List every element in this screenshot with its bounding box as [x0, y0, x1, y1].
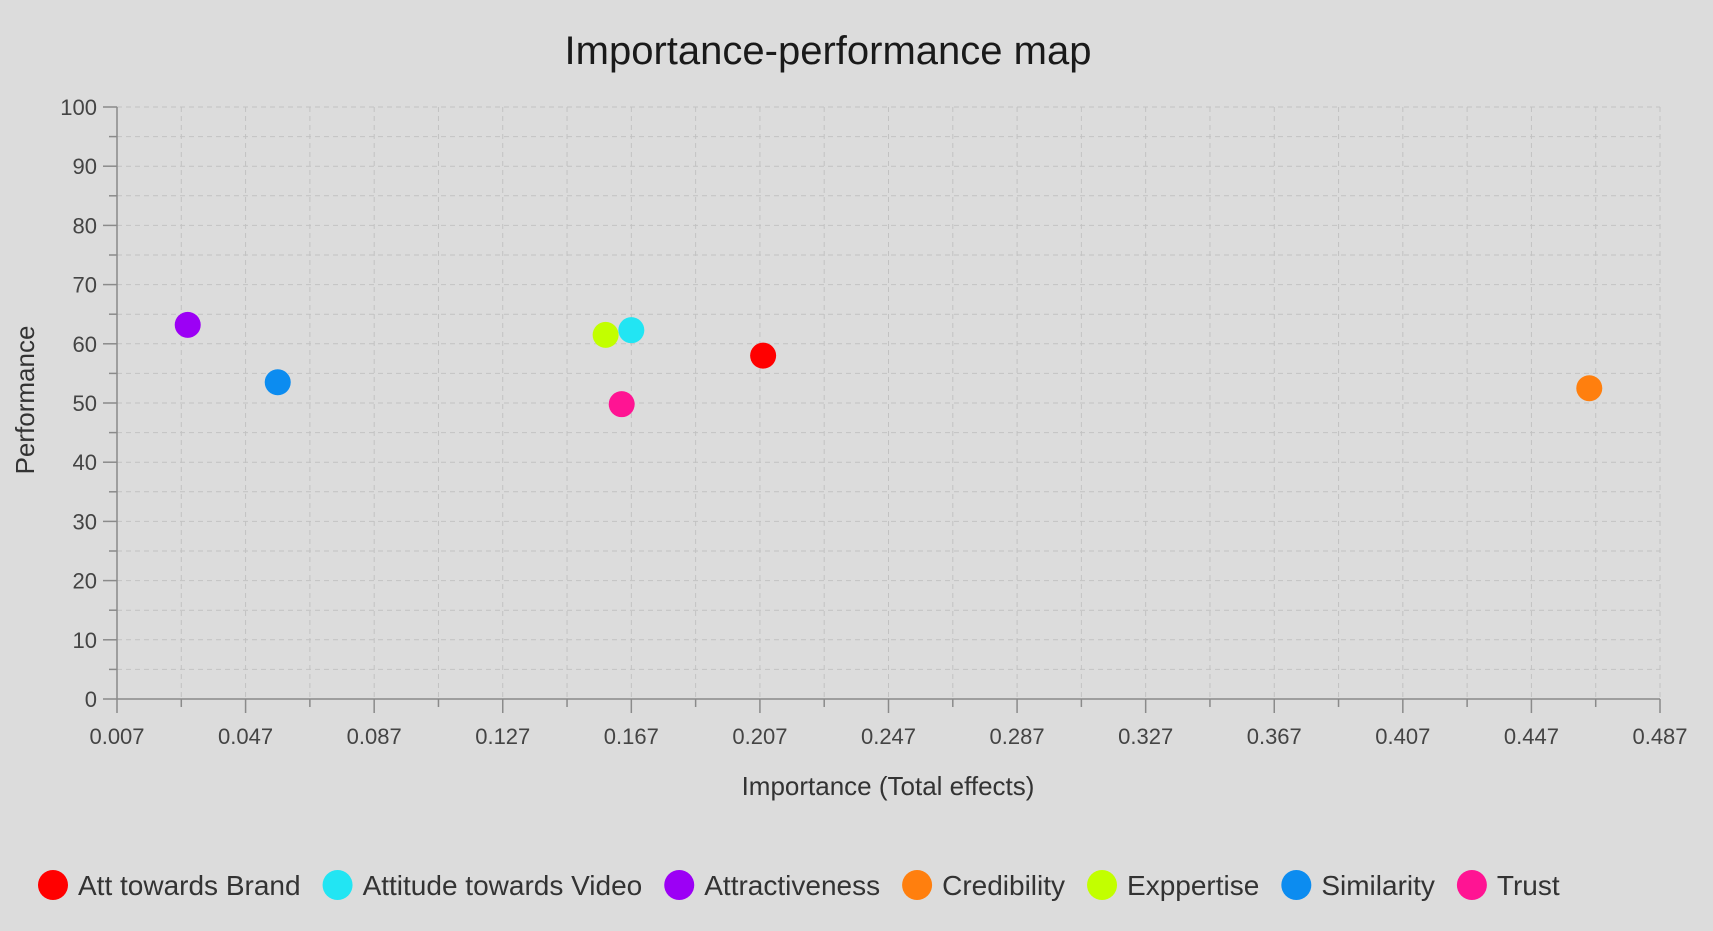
- legend-swatch: [1456, 870, 1487, 900]
- data-point-credibility: [1576, 375, 1603, 402]
- y-axis-label: Performance: [10, 326, 40, 475]
- y-tick-label: 50: [73, 391, 97, 416]
- legend-label: Att towards Brand: [78, 870, 301, 901]
- x-tick-label: 0.247: [861, 724, 916, 749]
- x-tick-label: 0.327: [1118, 724, 1173, 749]
- legend-label: Attitude towards Video: [363, 870, 643, 901]
- legend-label: Attractiveness: [704, 870, 880, 901]
- data-point-att-towards-brand: [750, 342, 777, 369]
- x-tick-label: 0.447: [1504, 724, 1559, 749]
- legend-item-credibility: Credibility: [902, 870, 1065, 901]
- y-tick-label: 60: [73, 332, 97, 357]
- legend-item-exppertise: Exppertise: [1087, 870, 1259, 901]
- legend-label: Exppertise: [1127, 870, 1259, 901]
- x-tick-label: 0.087: [347, 724, 402, 749]
- data-point-attitude-towards-video: [618, 317, 645, 344]
- x-tick-label: 0.167: [604, 724, 659, 749]
- legend-swatch: [38, 870, 68, 900]
- x-tick-label: 0.207: [732, 724, 787, 749]
- y-tick-label: 10: [73, 628, 97, 653]
- legend-item-trust: Trust: [1456, 870, 1560, 901]
- data-point-similarity: [264, 369, 291, 396]
- y-tick-label: 70: [73, 273, 97, 298]
- legend-swatch: [1087, 870, 1118, 900]
- axes: [103, 106, 1661, 713]
- data-points: [174, 311, 1603, 418]
- y-tick-label: 80: [73, 213, 97, 238]
- x-tick-label: 0.007: [89, 724, 144, 749]
- legend-item-attitude-towards-video: Attitude towards Video: [322, 870, 643, 901]
- y-tick-label: 20: [73, 569, 97, 594]
- x-tick-label: 0.367: [1247, 724, 1302, 749]
- chart-title: Importance-performance map: [565, 29, 1092, 73]
- x-tick-label: 0.287: [990, 724, 1045, 749]
- legend-swatch: [902, 870, 933, 900]
- legend-item-similarity: Similarity: [1281, 870, 1435, 901]
- legend-label: Similarity: [1321, 870, 1435, 901]
- x-tick-label: 0.487: [1632, 724, 1687, 749]
- data-point-attractiveness: [174, 311, 201, 338]
- x-axis-label: Importance (Total effects): [742, 771, 1035, 801]
- y-tick-label: 90: [73, 154, 97, 179]
- data-point-exppertise: [592, 321, 619, 348]
- tick-labels: 0.007 0.047 0.087 0.127 0.167 0.207 0.247 0.287…: [60, 95, 1687, 749]
- x-tick-label: 0.127: [475, 724, 530, 749]
- legend-swatch: [1281, 870, 1312, 900]
- legend-item-attractiveness: Attractiveness: [664, 870, 880, 901]
- x-tick-label: 0.407: [1375, 724, 1430, 749]
- legend-label: Credibility: [942, 870, 1065, 901]
- y-tick-label: 40: [73, 450, 97, 475]
- legend-item-att-towards-brand: Att towards Brand: [38, 870, 301, 901]
- legend-swatch: [664, 870, 695, 900]
- grid: [116, 106, 1661, 700]
- legend: Att towards Brand Attitude towards Video A…: [38, 870, 1560, 901]
- y-tick-label: 30: [73, 509, 97, 534]
- legend-swatch: [322, 870, 353, 900]
- y-tick-label: 100: [60, 95, 97, 120]
- y-tick-label: 0: [85, 687, 97, 712]
- x-tick-label: 0.047: [218, 724, 273, 749]
- data-point-trust: [608, 391, 635, 418]
- legend-label: Trust: [1497, 870, 1560, 901]
